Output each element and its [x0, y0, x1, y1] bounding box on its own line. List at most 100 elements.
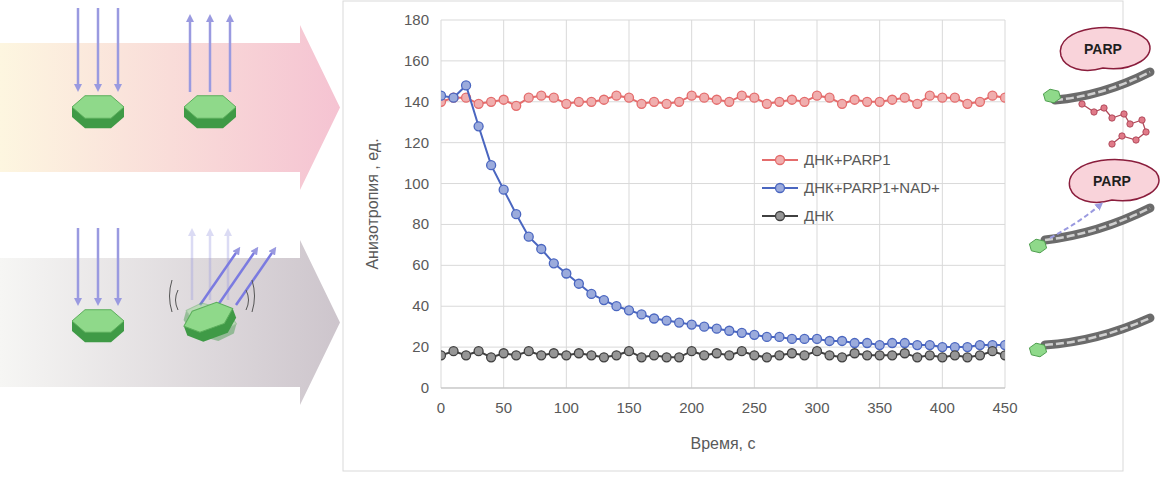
series-marker — [625, 306, 634, 315]
x-tick-label: 0 — [437, 399, 445, 416]
series-marker — [750, 93, 759, 102]
fluorophore-top — [72, 96, 124, 119]
x-tick-label: 200 — [679, 399, 704, 416]
series-marker — [662, 99, 671, 108]
series-marker — [1001, 341, 1006, 350]
small-fluorophore — [1043, 89, 1060, 103]
light-ray — [218, 250, 256, 305]
series-marker — [524, 232, 533, 241]
series-marker — [650, 351, 659, 360]
series-marker — [599, 95, 608, 104]
series-marker — [587, 289, 596, 298]
series-marker — [700, 351, 709, 360]
par-unit — [1101, 105, 1107, 111]
y-tick-label: 20 — [412, 338, 429, 355]
canvas: 0204060801001201401601800501001502002503… — [0, 0, 1161, 481]
series-line — [441, 85, 1005, 347]
series-marker — [574, 97, 583, 106]
par-unit — [1127, 121, 1133, 127]
series-marker — [775, 332, 784, 341]
series-marker — [988, 91, 997, 100]
par-unit — [1109, 141, 1115, 147]
dna-strand — [1045, 318, 1150, 345]
series-marker — [449, 93, 458, 102]
light-ray — [229, 18, 232, 92]
par-unit — [1133, 137, 1139, 143]
fluorophore — [180, 298, 240, 346]
series-marker — [662, 316, 671, 325]
grid-line-y — [441, 60, 1005, 61]
series-marker — [988, 347, 997, 356]
series-marker — [499, 349, 508, 358]
series-marker — [549, 259, 558, 268]
grid-line-x — [817, 20, 818, 388]
series-marker — [813, 334, 822, 343]
series-marker — [838, 353, 847, 362]
series-marker — [737, 91, 746, 100]
legend-label: ДНК+PARP1 — [804, 151, 891, 168]
series-marker — [474, 99, 483, 108]
series-marker — [487, 97, 496, 106]
series-marker — [750, 330, 759, 339]
y-tick-label: 40 — [412, 297, 429, 314]
legend-marker — [776, 156, 785, 165]
y-tick-label: 140 — [404, 93, 429, 110]
series-marker — [625, 347, 634, 356]
fluorophore — [72, 310, 124, 343]
series-marker — [650, 314, 659, 323]
series-marker — [441, 91, 446, 100]
release-arrow — [1050, 205, 1100, 238]
series-marker — [963, 353, 972, 362]
series-marker — [687, 320, 696, 329]
vibration-mark — [246, 290, 249, 310]
series-marker — [637, 353, 646, 362]
series-marker — [737, 328, 746, 337]
series-marker — [925, 91, 934, 100]
series-marker — [562, 99, 571, 108]
series-marker — [800, 334, 809, 343]
series-marker — [863, 339, 872, 348]
grid-line-x — [1005, 20, 1006, 388]
series-marker — [938, 343, 947, 352]
series-marker — [938, 93, 947, 102]
series-marker — [474, 347, 483, 356]
series-marker — [562, 351, 571, 360]
series-marker — [587, 351, 596, 360]
grid-line-y — [441, 20, 1005, 21]
series-marker — [775, 351, 784, 360]
series-marker — [487, 353, 496, 362]
series-marker — [875, 97, 884, 106]
series-marker — [675, 353, 684, 362]
x-tick-label: 100 — [554, 399, 579, 416]
fluorophore — [184, 96, 236, 129]
series-marker — [875, 341, 884, 350]
series-marker — [599, 296, 608, 305]
series-marker — [462, 81, 471, 90]
series-marker — [737, 347, 746, 356]
series-marker — [963, 99, 972, 108]
dna-strand — [1045, 208, 1150, 240]
series-marker — [562, 269, 571, 278]
x-tick-label: 350 — [867, 399, 892, 416]
light-ray — [191, 232, 194, 300]
par-unit — [1091, 109, 1097, 115]
series-marker — [850, 349, 859, 358]
series-marker — [712, 95, 721, 104]
series-marker — [762, 99, 771, 108]
grid-line-x — [942, 20, 943, 388]
series-marker — [574, 279, 583, 288]
parp-label: PARP — [1093, 173, 1131, 189]
series-marker — [549, 349, 558, 358]
series-marker — [599, 353, 608, 362]
legend-label: ДНК+PARP1+NAD+ — [804, 179, 940, 196]
series-marker — [850, 339, 859, 348]
x-tick-label: 150 — [616, 399, 641, 416]
light-ray — [236, 250, 274, 305]
light-ray — [97, 8, 100, 88]
series-marker — [838, 336, 847, 345]
series-marker — [625, 93, 634, 102]
parp-label: PARP — [1084, 41, 1122, 57]
series-marker — [700, 322, 709, 331]
y-tick-label: 160 — [404, 52, 429, 69]
series-marker — [975, 341, 984, 350]
